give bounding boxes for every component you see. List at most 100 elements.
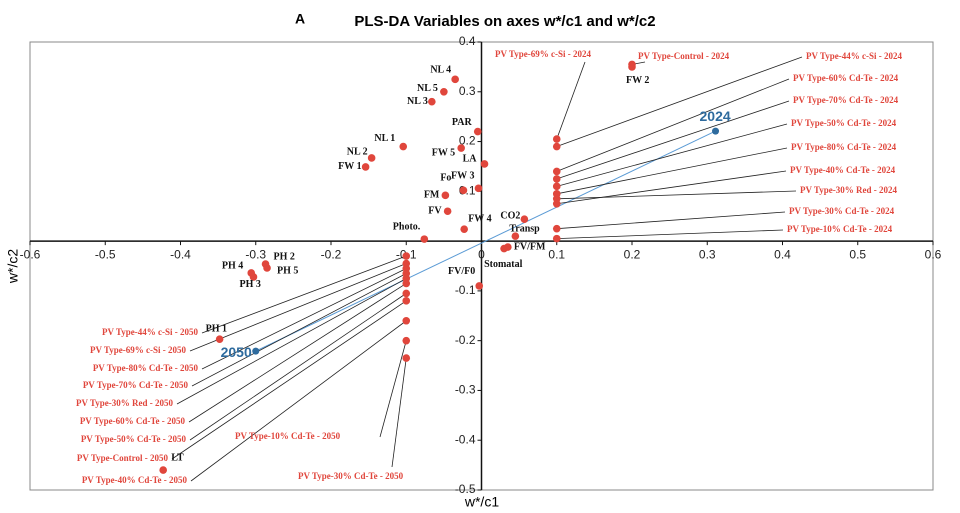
- point: [399, 142, 408, 151]
- point-label: NL 1: [374, 133, 395, 144]
- x-tick-label: 0.6: [925, 247, 942, 261]
- point-label: LA: [463, 153, 478, 164]
- point: [440, 87, 448, 96]
- y-tick-label: -0.3: [455, 383, 476, 397]
- panel-label: A: [295, 11, 305, 27]
- leader-line: [556, 100, 790, 180]
- point-label: PH 1: [206, 323, 227, 334]
- x-tick-label: 0.2: [624, 247, 641, 261]
- point: [402, 279, 411, 288]
- leader-line: [189, 263, 407, 352]
- point-label: Stomatal: [484, 259, 523, 270]
- point-label: PV Type-44% c-Si - 2050: [102, 327, 198, 337]
- point-label: PH 3: [239, 279, 260, 290]
- point: [511, 232, 520, 240]
- point-label: 2024: [700, 108, 731, 124]
- point: [367, 154, 376, 162]
- point-label: PV Type-40% Cd-Te - 2024: [790, 165, 896, 175]
- point-label: PAR: [452, 117, 473, 128]
- point-label: PV Type-80% Cd-Te - 2050: [93, 363, 199, 373]
- point-label: FW 2: [626, 75, 649, 86]
- point: [480, 160, 489, 168]
- point: [443, 207, 452, 216]
- point: [552, 224, 561, 233]
- point-label: FW 5: [432, 147, 455, 158]
- point-label: PH 2: [274, 251, 295, 262]
- point-label: FV: [428, 206, 442, 217]
- point-label: PV Type-30% Cd-Te - 2024: [789, 206, 895, 216]
- point-label: Transp: [509, 223, 540, 234]
- leader-line: [556, 190, 797, 200]
- leader-line: [201, 268, 407, 370]
- point: [500, 244, 508, 253]
- y-tick-label: -0.2: [455, 333, 476, 347]
- point: [249, 273, 258, 281]
- point-label: PV Type-50% Cd-Te - 2050: [81, 434, 187, 444]
- leader-line: [176, 278, 407, 405]
- point: [361, 163, 370, 171]
- point: [552, 135, 561, 143]
- point-label: PV Type-60% Cd-Te - 2024: [793, 73, 899, 83]
- point: [402, 289, 411, 298]
- point: [402, 336, 411, 345]
- point: [552, 175, 561, 183]
- chart-title: PLS-DA Variables on axes w*/c1 and w*/c2: [354, 13, 655, 30]
- point-label: FV/F0: [448, 266, 475, 277]
- point-label: Fo: [440, 173, 451, 184]
- leader-line: [556, 147, 788, 195]
- leader-line: [556, 123, 788, 187]
- y-tick-label: -0.5: [455, 482, 476, 496]
- year-line: [255, 130, 716, 352]
- point: [402, 354, 411, 362]
- point-label: PV Type-50% Cd-Te - 2024: [791, 118, 897, 128]
- point-label: PV Type-30% Red - 2024: [800, 185, 898, 195]
- point-label: FW 1: [338, 161, 361, 172]
- point-label: PV Type-70% Cd-Te - 2024: [793, 95, 899, 105]
- x-tick-label: 0.3: [699, 247, 716, 261]
- leader-line: [188, 283, 407, 423]
- point: [552, 234, 561, 243]
- leader-line: [190, 320, 407, 482]
- y-tick-label: 0.4: [459, 34, 476, 48]
- x-tick-label: -0.4: [170, 247, 191, 261]
- leader-line: [556, 229, 784, 240]
- point-label: NL 3: [407, 96, 428, 107]
- point-label: FM: [424, 190, 440, 201]
- point: [451, 75, 459, 84]
- leader-line: [189, 293, 407, 441]
- point: [263, 264, 271, 272]
- point-label: NL 4: [430, 65, 451, 76]
- point: [428, 97, 436, 106]
- leader-line: [391, 358, 407, 468]
- y-axis-label: w*/c2: [5, 249, 21, 284]
- point-label: PV Type-30% Cd-Te - 2050: [298, 471, 404, 481]
- y-tick-label: 0.2: [459, 134, 476, 148]
- x-axis-label: w*/c1: [464, 494, 499, 510]
- point: [457, 144, 465, 152]
- leader-line: [171, 300, 407, 460]
- x-tick-label: 0: [478, 247, 485, 261]
- point-label: NL 5: [417, 83, 438, 94]
- point: [159, 466, 167, 474]
- point-label: FW 4: [468, 213, 491, 224]
- point: [441, 191, 450, 200]
- y-tick-label: -0.4: [455, 432, 476, 446]
- point-label: PV Type-69% c-Si - 2050: [90, 345, 186, 355]
- point-label: PV Type-44% c-Si - 2024: [806, 51, 902, 61]
- x-tick-label: 0.5: [849, 247, 866, 261]
- x-tick-label: 0.4: [774, 247, 791, 261]
- point: [628, 60, 636, 69]
- point-label: NL 2: [347, 146, 368, 157]
- leader-line: [201, 255, 407, 334]
- point: [552, 195, 561, 203]
- point-label: FW 3: [451, 171, 474, 182]
- x-tick-label: -0.3: [245, 247, 266, 261]
- leader-line: [556, 61, 586, 140]
- point: [420, 235, 429, 243]
- leader-line: [556, 56, 803, 147]
- point: [459, 186, 468, 195]
- point-label: PV Type-40% Cd-Te - 2050: [82, 475, 188, 485]
- leader-line: [556, 211, 786, 230]
- leader-line: [191, 273, 407, 387]
- y-tick-label: 0.3: [459, 84, 476, 98]
